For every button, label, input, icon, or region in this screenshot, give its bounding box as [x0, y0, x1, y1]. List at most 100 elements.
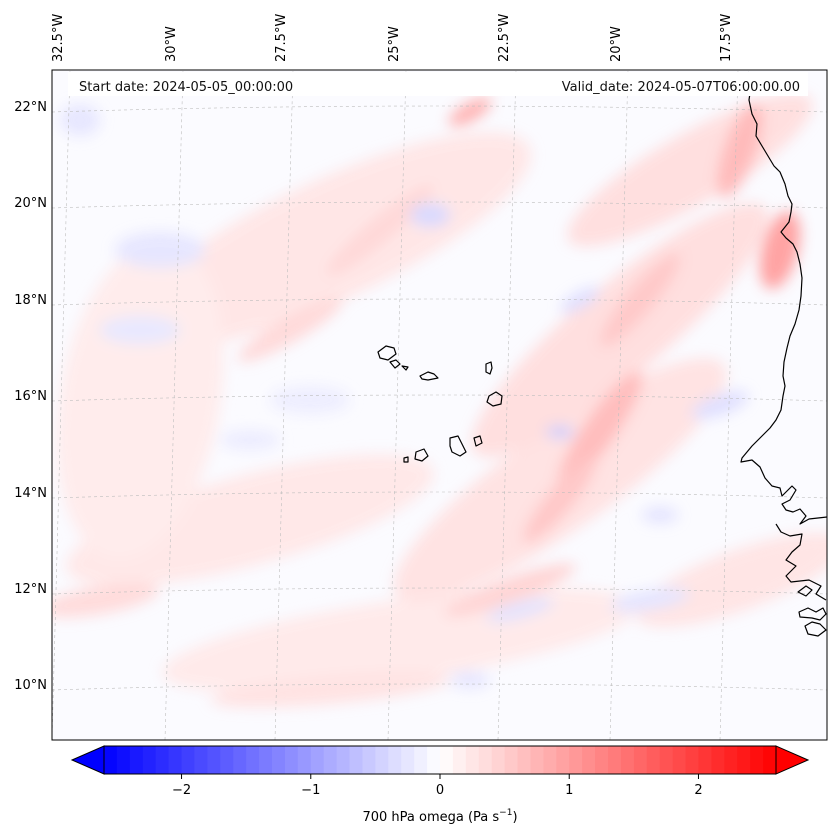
latitude-label: 22°N — [14, 100, 47, 115]
meridian-line — [719, 70, 739, 740]
longitude-label: 27.5°W — [274, 14, 289, 62]
colorbar-extend-high — [775, 745, 810, 775]
parallel-line — [52, 201, 827, 209]
colorbar-extend-low — [70, 745, 105, 775]
latitude-label: 18°N — [14, 293, 47, 308]
colorbar-bands — [104, 746, 777, 774]
colorbar-band — [284, 746, 299, 774]
longitude-label: 30°W — [164, 26, 179, 62]
colorbar-band — [427, 746, 441, 774]
island-sao-vicente — [389, 359, 401, 369]
meridian-line — [497, 70, 517, 740]
header-banner — [68, 72, 808, 96]
colorbar-tick-label: 0 — [436, 783, 444, 798]
colorbar-band — [414, 746, 428, 774]
colorbar-band — [142, 746, 157, 774]
colorbar-band — [750, 746, 764, 774]
colorbar-band — [272, 746, 286, 774]
colorbar-band — [659, 746, 674, 774]
parallel-line — [52, 587, 827, 595]
colorbar-tick-label: 2 — [694, 783, 702, 798]
colorbar-tick-label: −2 — [172, 783, 191, 798]
colorbar-band — [233, 746, 247, 774]
colorbar-band — [582, 746, 596, 774]
colorbar-band — [181, 746, 195, 774]
colorbar-band — [465, 746, 480, 774]
colorbar-tick-label: 1 — [565, 783, 573, 798]
africa-coast — [740, 71, 827, 525]
colorbar-band — [220, 746, 234, 774]
colorbar-band — [608, 746, 622, 774]
colorbar-band — [737, 746, 751, 774]
latitude-label: 20°N — [14, 196, 47, 211]
longitude-label: 32.5°W — [51, 14, 66, 62]
colorbar-band — [194, 746, 208, 774]
parallel-line — [52, 105, 827, 113]
colorbar-band — [246, 746, 260, 774]
colorbar-band — [375, 746, 389, 774]
gridlines — [52, 70, 827, 740]
meridian-line — [609, 70, 629, 740]
colorbar-band — [155, 746, 170, 774]
meridian-line — [387, 70, 407, 740]
latitude-label: 12°N — [14, 582, 47, 597]
island-santiago — [449, 435, 467, 457]
longitude-label: 17.5°W — [719, 14, 734, 62]
colorbar-band — [116, 746, 131, 774]
colorbar-band — [633, 746, 648, 774]
longitude-label: 25°W — [387, 26, 402, 62]
colorbar-band — [620, 746, 635, 774]
latitude-label: 16°N — [14, 389, 47, 404]
meridian-line — [164, 70, 184, 740]
colorbar-band — [104, 746, 118, 774]
colorbar-band — [349, 746, 363, 774]
colorbar-tick-label: −1 — [301, 783, 320, 798]
colorbar-band — [556, 746, 570, 774]
latitude-labels: 22°N 20°N 18°N 16°N 14°N 12°N 10°N — [14, 100, 47, 693]
colorbar-band — [336, 746, 351, 774]
island-sao-nicolau — [419, 371, 439, 381]
colorbar-band — [595, 746, 609, 774]
colorbar-band — [168, 746, 183, 774]
colorbar-label: 700 hPa omega (Pa s−1) — [362, 808, 517, 825]
longitude-label: 20°W — [609, 26, 624, 62]
start-date-label: Start date: 2024-05-05_00:00:00 — [79, 80, 293, 95]
colorbar-band — [452, 746, 467, 774]
valid-date-label: Valid_date: 2024-05-07T06:00:00.00 — [562, 80, 800, 95]
omega-field — [52, 93, 827, 708]
island-brava — [403, 456, 409, 463]
coastline — [377, 71, 827, 637]
colorbar-band — [530, 746, 544, 774]
meridian-line — [274, 70, 294, 740]
latitude-label: 10°N — [14, 678, 47, 693]
island-fogo — [414, 448, 429, 462]
colorbar-band — [517, 746, 531, 774]
map-frame — [51, 69, 828, 741]
colorbar-band — [297, 746, 312, 774]
colorbar-band — [569, 746, 583, 774]
meridian-line — [52, 70, 71, 740]
longitude-label: 22.5°W — [497, 14, 512, 62]
colorbar-band — [491, 746, 506, 774]
colorbar-band — [207, 746, 221, 774]
colorbar-band — [310, 746, 325, 774]
map-plot-area: Start date: 2024-05-05_00:00:00 Valid_da… — [51, 69, 828, 741]
island-maio — [473, 435, 483, 447]
island-santo-antao — [377, 345, 397, 361]
island-sal — [485, 361, 493, 375]
colorbar-band — [711, 746, 725, 774]
longitude-labels: 32.5°W 30°W 27.5°W 25°W 22.5°W 20°W 17.5°W — [51, 14, 734, 62]
parallel-line — [52, 394, 827, 402]
colorbar-band — [323, 746, 338, 774]
colorbar-band — [698, 746, 712, 774]
colorbar-band — [478, 746, 493, 774]
colorbar-band — [504, 746, 519, 774]
colorbar-band — [362, 746, 376, 774]
colorbar-ticks: −2 −1 0 1 2 — [172, 774, 703, 798]
colorbar-band — [401, 746, 415, 774]
parallel-line — [52, 683, 827, 691]
africa-coast-south — [775, 523, 827, 601]
colorbar-band — [440, 746, 454, 774]
colorbar-band — [763, 746, 777, 774]
